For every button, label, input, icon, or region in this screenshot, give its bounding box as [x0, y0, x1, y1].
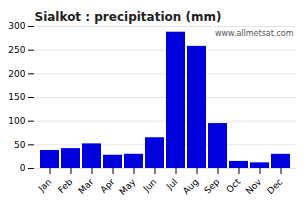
svg-text:May: May [117, 176, 138, 197]
svg-text:150: 150 [8, 92, 25, 102]
svg-text:Dec: Dec [265, 177, 284, 196]
svg-text:250: 250 [8, 45, 25, 55]
svg-text:Nov: Nov [244, 176, 264, 196]
svg-text:Jul: Jul [164, 177, 179, 192]
svg-text:Aug: Aug [181, 177, 201, 197]
svg-text:Mar: Mar [76, 176, 95, 195]
svg-text:Jan: Jan [36, 177, 54, 195]
svg-text:Sep: Sep [202, 177, 221, 196]
svg-text:0: 0 [20, 163, 26, 173]
svg-text:Apr: Apr [98, 177, 116, 195]
svg-text:50: 50 [14, 140, 26, 150]
svg-text:Feb: Feb [56, 177, 75, 196]
svg-text:Oct: Oct [224, 176, 242, 194]
svg-text:200: 200 [8, 69, 25, 79]
svg-text:Sialkot : precipitation (mm): Sialkot : precipitation (mm) [35, 10, 222, 24]
svg-text:100: 100 [8, 116, 25, 126]
svg-text:300: 300 [8, 21, 25, 31]
svg-text:Jun: Jun [141, 177, 159, 195]
svg-text:www.allmetsat.com: www.allmetsat.com [215, 29, 294, 38]
